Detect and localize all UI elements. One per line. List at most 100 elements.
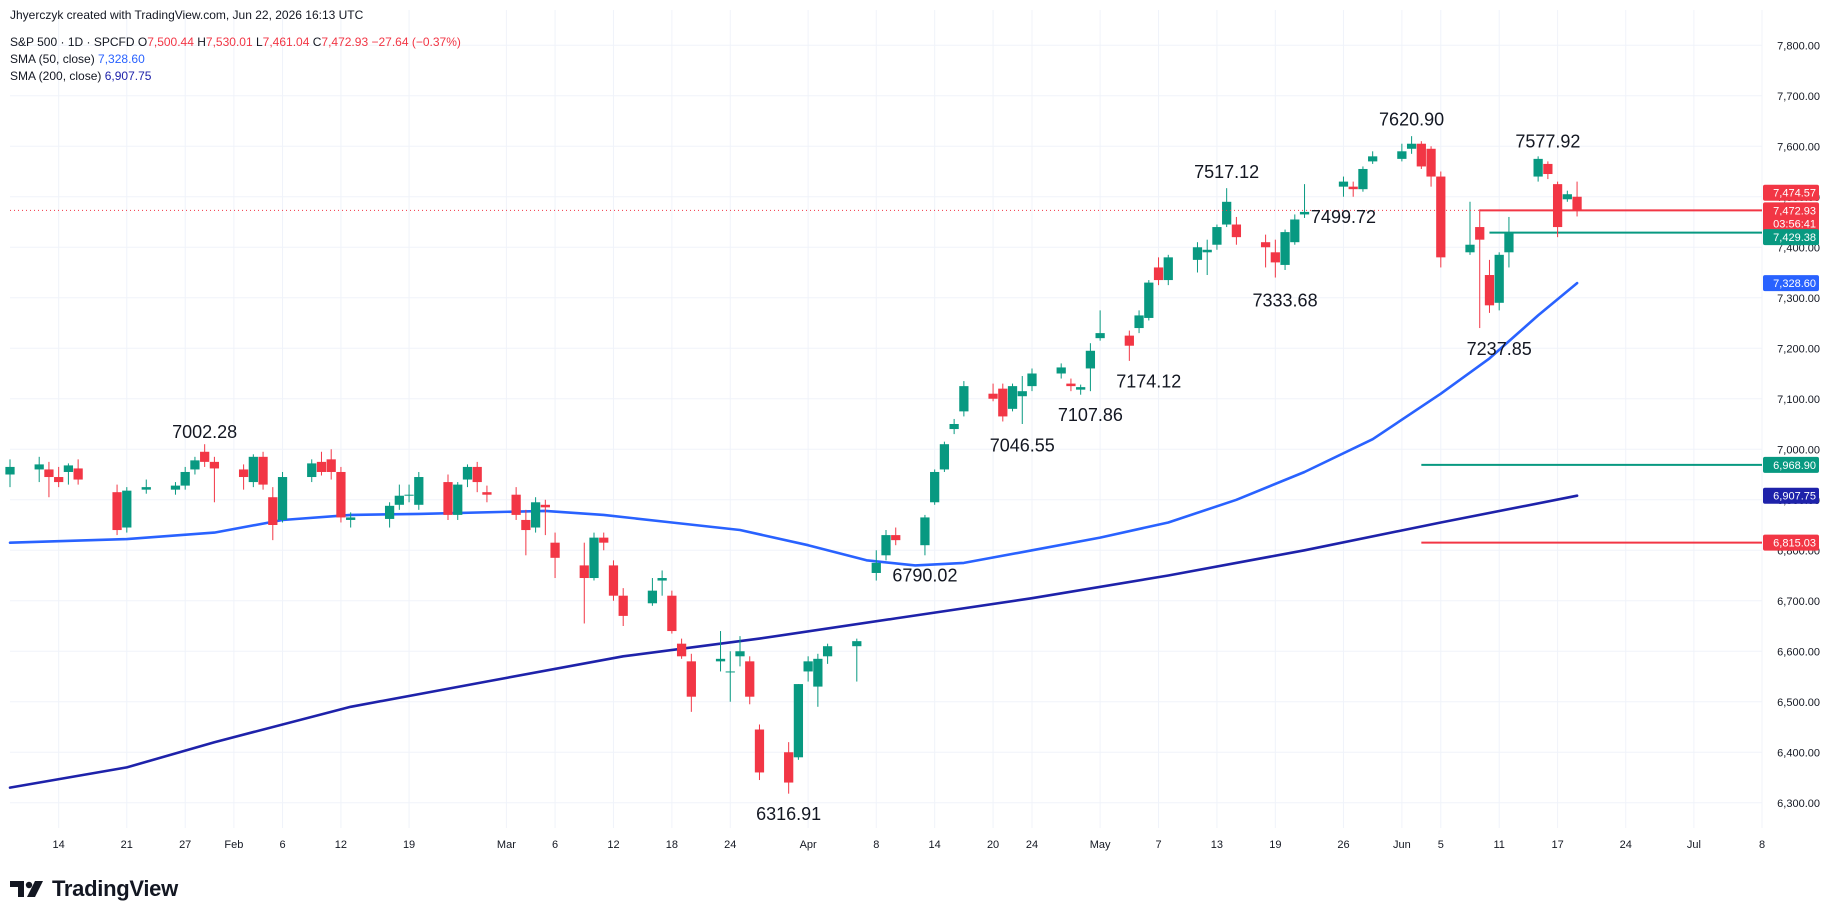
axis-badges: 7,474.57 7,472.93 03:56:417,429.38 7,328.60… <box>1763 184 1819 551</box>
candle <box>521 509 531 556</box>
candle <box>852 638 862 682</box>
candle <box>1222 188 1232 228</box>
candle-body <box>248 456 258 483</box>
candle-body <box>735 651 745 657</box>
candle-body <box>112 492 122 531</box>
candle <box>316 451 327 476</box>
sma200-legend[interactable]: SMA (200, close) 6,907.75 <box>10 69 151 83</box>
candle-body <box>579 565 589 579</box>
candle-body <box>190 460 200 470</box>
candle <box>170 482 181 495</box>
candle <box>180 466 190 490</box>
x-tick-label: 26 <box>1337 839 1349 851</box>
candle-body <box>540 504 550 508</box>
candle <box>1358 166 1368 192</box>
candle-body <box>1397 151 1407 159</box>
candle <box>881 530 891 561</box>
candle-body <box>1358 168 1368 190</box>
candle <box>988 383 998 402</box>
candle-body <box>1436 176 1446 258</box>
x-tick-label: 8 <box>1759 839 1765 851</box>
candle <box>1436 171 1446 268</box>
candle <box>1280 229 1290 270</box>
sma50-legend[interactable]: SMA (50, close) 7,328.60 <box>10 52 145 66</box>
candle-body <box>141 487 151 490</box>
candle <box>44 461 54 498</box>
candle-body <box>394 495 404 505</box>
candle <box>190 456 200 475</box>
candle-body <box>949 424 959 430</box>
axis-badge <box>1763 202 1819 219</box>
candle-body <box>822 646 833 657</box>
candle <box>1231 216 1242 245</box>
candle <box>34 456 44 483</box>
candle <box>1465 201 1475 255</box>
candle-body <box>472 466 482 483</box>
x-tick-label: 7 <box>1155 839 1161 851</box>
axis-badge-label: 7,429.38 <box>1773 232 1816 244</box>
candle <box>1134 310 1144 334</box>
candle-body <box>1212 227 1222 245</box>
change-value: −27.64 (−0.37%) <box>371 35 461 49</box>
candle <box>472 461 482 493</box>
candle-body <box>939 444 950 470</box>
x-tick-label: 6 <box>552 839 558 851</box>
candle <box>238 464 249 490</box>
candle-body <box>443 482 453 515</box>
candle-body <box>1231 224 1242 238</box>
candle-body <box>54 477 64 483</box>
candle-body <box>307 463 317 478</box>
candle-body <box>1085 350 1096 369</box>
sma50-label: SMA (50, close) <box>10 52 95 66</box>
price-annotation: 7237.85 <box>1467 339 1532 359</box>
candle <box>54 466 64 488</box>
candle <box>326 449 336 480</box>
candle <box>618 588 628 626</box>
price-annotation: 7577.92 <box>1515 131 1580 151</box>
candle <box>1124 330 1134 361</box>
candle <box>1144 280 1154 321</box>
candle-body <box>1270 252 1280 263</box>
candle-body <box>1076 387 1086 390</box>
price-annotation: 7333.68 <box>1253 291 1318 311</box>
candle-body <box>1134 315 1144 329</box>
price-annotation: 6316.91 <box>756 804 821 824</box>
candle-body <box>1290 219 1300 243</box>
price-annotation: 7107.86 <box>1058 405 1123 425</box>
price-annotation: 7517.12 <box>1194 162 1259 182</box>
candle-body <box>599 537 609 543</box>
candle-body <box>647 590 658 604</box>
y-axis: 6,300.00 6,400.00 6,500.00 6,600.00 6,700.00… <box>1777 40 1820 810</box>
candle-body <box>998 388 1008 417</box>
close-label: C <box>312 35 322 49</box>
candle-body <box>1222 201 1232 225</box>
candle-body <box>813 658 823 687</box>
candle <box>1475 209 1485 329</box>
open-label: O <box>137 35 148 49</box>
candle <box>1153 257 1164 286</box>
candle-body <box>209 461 220 469</box>
candle <box>1163 254 1173 286</box>
grid <box>10 10 1763 828</box>
y-tick-label: 7,200.00 <box>1777 343 1820 355</box>
logo-text: TradingView <box>52 876 178 901</box>
candle-body <box>1543 163 1553 175</box>
x-tick-label: 5 <box>1438 839 1444 851</box>
close-value: 7,472.93 <box>321 35 369 49</box>
axis-badge-label: 6,815.03 <box>1773 538 1816 550</box>
candle <box>959 381 969 417</box>
candle-body <box>618 595 628 616</box>
candle <box>384 502 395 528</box>
x-tick-label: 12 <box>607 839 619 851</box>
candle <box>1192 242 1203 273</box>
candle-body <box>462 466 473 480</box>
symbol-label[interactable]: S&P 500 · 1D · SPCFD <box>10 35 135 49</box>
candle <box>1056 363 1066 379</box>
candle <box>1543 161 1553 180</box>
x-tick-label: 24 <box>1620 839 1632 851</box>
candle <box>891 527 901 546</box>
candle <box>579 542 589 624</box>
tradingview-logo[interactable]: TradingView <box>10 876 178 902</box>
